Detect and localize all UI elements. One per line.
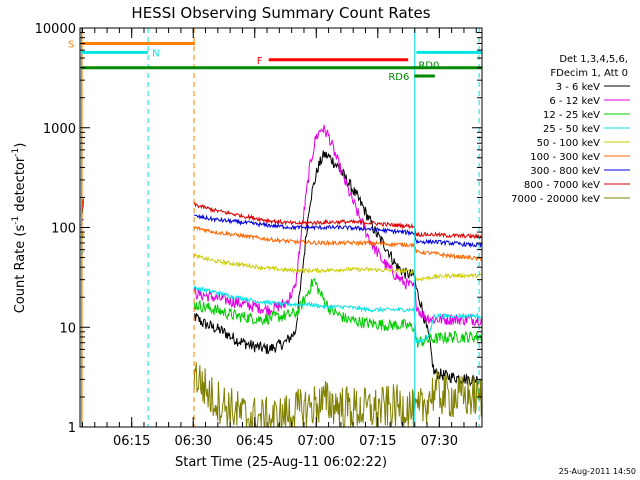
y-tick-label: 10000 <box>35 22 76 37</box>
y-tick-label: 1000 <box>43 122 76 137</box>
series-line <box>193 362 482 429</box>
legend-label: 25 - 50 keV <box>543 124 600 135</box>
x-tick-label: 07:30 <box>421 434 458 449</box>
flag-label: N <box>152 48 159 59</box>
x-tick-label: 07:00 <box>298 434 335 449</box>
legend-label: 6 - 12 keV <box>549 96 600 107</box>
y-axis-label-part: detector <box>13 156 28 216</box>
axis-layer: 1 10 100 1000 10000 06:15 06:30 06:45 07:00 07:15… <box>35 22 482 449</box>
y-axis-label: Count Rate (s-1 detector-1) <box>11 143 28 314</box>
flag-label: RD0 <box>418 61 439 72</box>
legend-label: 100 - 300 keV <box>530 152 600 163</box>
series-line <box>193 254 482 282</box>
series-line <box>193 285 482 344</box>
series-line <box>193 277 482 348</box>
legend-label: 800 - 7000 keV <box>524 180 600 191</box>
y-tick-label: 1 <box>68 421 76 436</box>
x-tick-label: 06:15 <box>113 434 150 449</box>
y-axis-label-exponent: -1 <box>11 148 21 157</box>
y-axis-label-part: Count Rate (s <box>13 225 28 314</box>
x-tick-label: 07:15 <box>359 434 396 449</box>
series-line <box>193 201 482 240</box>
flag-label: F <box>257 56 263 67</box>
legend: 3 - 6 keV 6 - 12 keV 12 - 25 keV 25 - 50 ke… <box>511 82 630 205</box>
y-tick-label: 100 <box>51 222 76 237</box>
legend-label: 3 - 6 keV <box>556 82 600 93</box>
x-tick-label: 06:30 <box>174 434 211 449</box>
legend-label: 50 - 100 keV <box>537 138 601 149</box>
timestamp: 25-Aug-2011 14:50 <box>559 467 636 476</box>
series-layer <box>80 124 482 429</box>
y-axis-label-exponent: -1 <box>11 216 21 225</box>
y-axis-label-part: ) <box>13 143 28 148</box>
x-tick-label: 06:45 <box>236 434 273 449</box>
legend-label: 300 - 800 keV <box>530 166 600 177</box>
legend-label: 7000 - 20000 keV <box>511 194 600 205</box>
flag-layer: S N F RD0 RD6 <box>68 28 482 427</box>
flag-label: RD6 <box>388 72 409 83</box>
plot-frame <box>79 27 483 428</box>
series-line <box>193 150 482 387</box>
legend-label: 12 - 25 keV <box>543 110 600 121</box>
legend-title: Det 1,3,4,5,6, <box>559 54 628 65</box>
x-axis-label: Start Time (25-Aug-11 06:02:22) <box>175 455 387 470</box>
flag-label: S <box>68 39 74 50</box>
series-line <box>193 226 482 262</box>
y-tick-label: 10 <box>59 321 76 336</box>
series-line <box>193 124 482 327</box>
series-line <box>193 213 482 249</box>
chart-title: HESSI Observing Summary Count Rates <box>131 4 430 22</box>
legend-title: FDecim 1, Att 0 <box>550 68 628 79</box>
